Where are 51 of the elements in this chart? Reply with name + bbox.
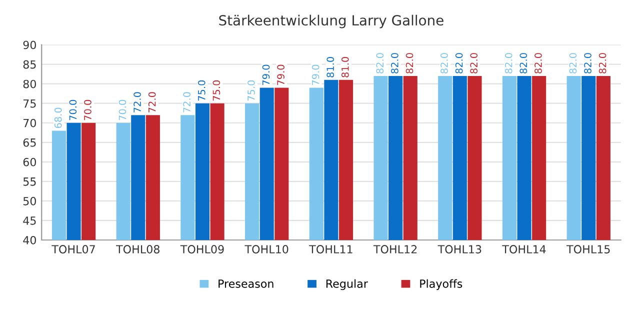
- data-label: 82.0: [376, 53, 384, 74]
- data-label: 70.0: [69, 100, 77, 120]
- y-tick-label: 45: [23, 216, 36, 225]
- x-tick-label: TOHL12: [373, 245, 417, 254]
- data-label: 79.0: [262, 64, 270, 85]
- data-label: 82.0: [584, 53, 592, 74]
- legend-label: Playoffs: [420, 279, 462, 290]
- data-label: 79.0: [277, 64, 284, 85]
- data-label: 82.0: [569, 53, 577, 74]
- data-label: 72.0: [183, 92, 191, 112]
- y-tick-label: 40: [23, 236, 36, 244]
- data-label: 70.0: [118, 100, 126, 120]
- chart-title: Stärkeentwicklung Larry Gallone: [219, 14, 444, 28]
- data-label: 72.0: [148, 92, 156, 112]
- x-tick-label: TOHL09: [180, 245, 224, 254]
- data-label: 82.0: [406, 53, 414, 74]
- y-tick-label: 50: [23, 196, 36, 206]
- data-label: 82.0: [598, 53, 606, 74]
- y-tick-label: 60: [23, 158, 36, 166]
- y-tick-label: 80: [23, 80, 36, 88]
- data-label: 81.0: [326, 56, 334, 78]
- data-label: 81.0: [341, 56, 349, 78]
- y-tick-label: 55: [23, 178, 36, 186]
- data-label: 75.0: [248, 80, 255, 101]
- legend-label: Preseason: [218, 280, 274, 288]
- x-tick-label: TOHL13: [438, 245, 482, 254]
- data-label: 75.0: [212, 80, 220, 101]
- data-label: 82.0: [504, 53, 512, 74]
- x-tick-label: TOHL07: [52, 245, 95, 254]
- x-tick-label: TOHL11: [309, 245, 352, 254]
- x-tick-label: TOHL15: [566, 245, 610, 254]
- y-tick-label: 70: [24, 118, 36, 128]
- x-tick-label: TOHL10: [244, 245, 288, 254]
- data-label: 79.0: [312, 64, 320, 85]
- data-label: 82.0: [440, 53, 448, 74]
- data-label: 82.0: [470, 53, 478, 74]
- y-tick-label: 90: [23, 40, 36, 50]
- data-label: 82.0: [534, 53, 542, 74]
- data-label: 68.0: [54, 108, 62, 128]
- x-tick-label: TOHL14: [502, 245, 546, 254]
- y-tick-label: 65: [23, 138, 36, 147]
- data-label: 75.0: [198, 80, 206, 101]
- x-tick-label: TOHL08: [116, 245, 160, 254]
- data-label: 72.0: [134, 92, 141, 112]
- data-label: 70.0: [84, 100, 92, 120]
- data-label: 82.0: [455, 53, 463, 74]
- y-tick-label: 75: [24, 99, 36, 108]
- data-label: 82.0: [391, 53, 398, 74]
- y-tick-label: 85: [23, 60, 36, 69]
- data-label: 82.0: [520, 53, 528, 74]
- legend-label: Regular: [326, 279, 368, 290]
